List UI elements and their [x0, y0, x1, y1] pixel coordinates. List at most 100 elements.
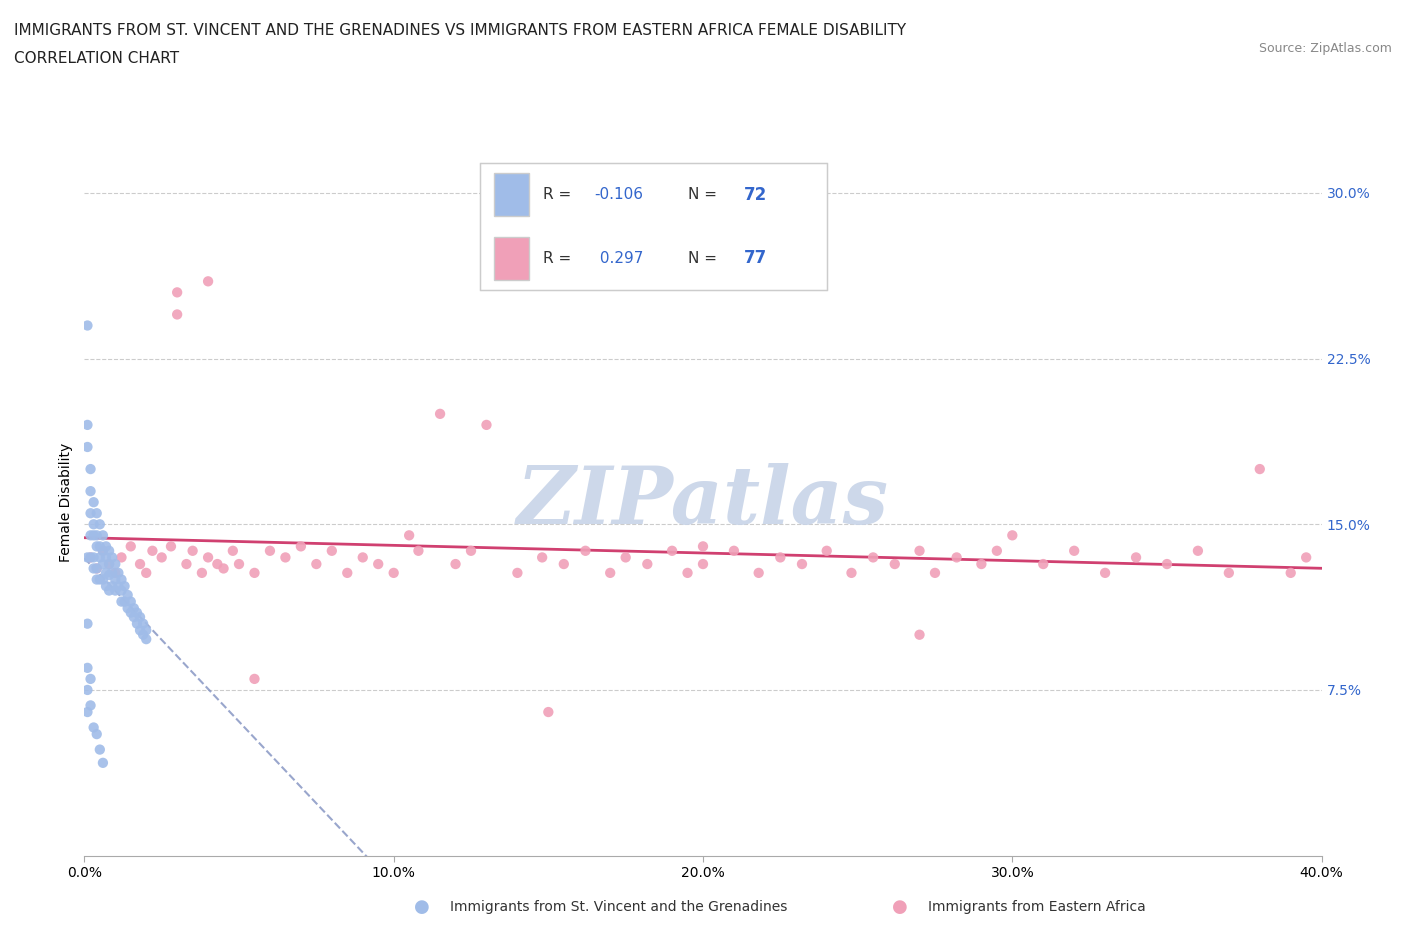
Point — [110, 550, 132, 565]
Point — [259, 543, 281, 558]
Point — [117, 588, 139, 603]
Point — [104, 572, 127, 587]
Text: ZIPatlas: ZIPatlas — [517, 463, 889, 541]
Point — [862, 550, 884, 565]
Point — [120, 605, 142, 620]
Point — [89, 517, 111, 532]
Point — [1295, 550, 1317, 565]
Point — [574, 543, 596, 558]
Point — [86, 561, 108, 576]
Point — [460, 543, 482, 558]
Point — [91, 556, 114, 571]
Point — [83, 561, 105, 576]
Point — [98, 567, 121, 582]
Point — [91, 528, 114, 543]
Point — [841, 565, 863, 580]
Point — [98, 543, 121, 558]
Point — [197, 274, 219, 289]
Point — [122, 610, 145, 625]
Point — [125, 605, 148, 620]
Point — [197, 550, 219, 565]
Point — [883, 556, 905, 571]
Point — [150, 550, 173, 565]
Point — [83, 517, 105, 532]
Point — [79, 550, 101, 565]
Point — [76, 660, 98, 675]
Point — [125, 617, 148, 631]
Point — [101, 578, 124, 593]
Point — [141, 543, 163, 558]
Point — [98, 583, 121, 598]
Point — [908, 628, 931, 643]
Point — [132, 628, 155, 643]
Point — [86, 539, 108, 554]
Point — [129, 610, 152, 625]
Point — [676, 565, 699, 580]
Point — [83, 495, 105, 510]
Point — [181, 543, 204, 558]
Point — [382, 565, 405, 580]
Point — [129, 623, 152, 638]
Point — [191, 565, 214, 580]
Point — [1249, 461, 1271, 476]
Point — [86, 506, 108, 521]
Point — [76, 617, 98, 631]
Text: IMMIGRANTS FROM ST. VINCENT AND THE GRENADINES VS IMMIGRANTS FROM EASTERN AFRICA: IMMIGRANTS FROM ST. VINCENT AND THE GREN… — [14, 23, 907, 38]
Point — [228, 556, 250, 571]
Point — [89, 572, 111, 587]
Point — [94, 565, 117, 580]
Point — [76, 683, 98, 698]
Text: CORRELATION CHART: CORRELATION CHART — [14, 51, 179, 66]
Point — [661, 543, 683, 558]
Point — [83, 528, 105, 543]
Point — [531, 550, 554, 565]
Point — [76, 550, 98, 565]
Point — [815, 543, 838, 558]
Point — [748, 565, 770, 580]
Point — [336, 565, 359, 580]
Point — [614, 550, 637, 565]
Point — [104, 583, 127, 598]
Point — [1218, 565, 1240, 580]
Point — [1279, 565, 1302, 580]
Point — [86, 528, 108, 543]
Point — [924, 565, 946, 580]
Point — [79, 461, 101, 476]
Point — [104, 556, 127, 571]
Point — [212, 561, 235, 576]
Point — [79, 550, 101, 565]
Point — [110, 583, 132, 598]
Point — [553, 556, 575, 571]
Point — [970, 556, 993, 571]
Point — [986, 543, 1008, 558]
Point — [86, 561, 108, 576]
Point — [945, 550, 967, 565]
Point — [104, 565, 127, 580]
Point — [692, 539, 714, 554]
Point — [101, 565, 124, 580]
Point — [222, 543, 245, 558]
Point — [107, 565, 129, 580]
Point — [89, 742, 111, 757]
Point — [132, 617, 155, 631]
Point — [274, 550, 297, 565]
Point — [129, 556, 152, 571]
Point — [506, 565, 529, 580]
Point — [79, 671, 101, 686]
Point — [636, 556, 658, 571]
Point — [110, 572, 132, 587]
Point — [166, 307, 188, 322]
Point — [76, 418, 98, 432]
Point — [76, 705, 98, 720]
Point — [537, 705, 560, 720]
Point — [79, 528, 101, 543]
Point — [83, 550, 105, 565]
Point — [117, 601, 139, 616]
Point — [243, 565, 266, 580]
Y-axis label: Female Disability: Female Disability — [59, 443, 73, 562]
Point — [91, 543, 114, 558]
Point — [908, 543, 931, 558]
Point — [475, 418, 498, 432]
Point — [79, 698, 101, 712]
Point — [122, 601, 145, 616]
